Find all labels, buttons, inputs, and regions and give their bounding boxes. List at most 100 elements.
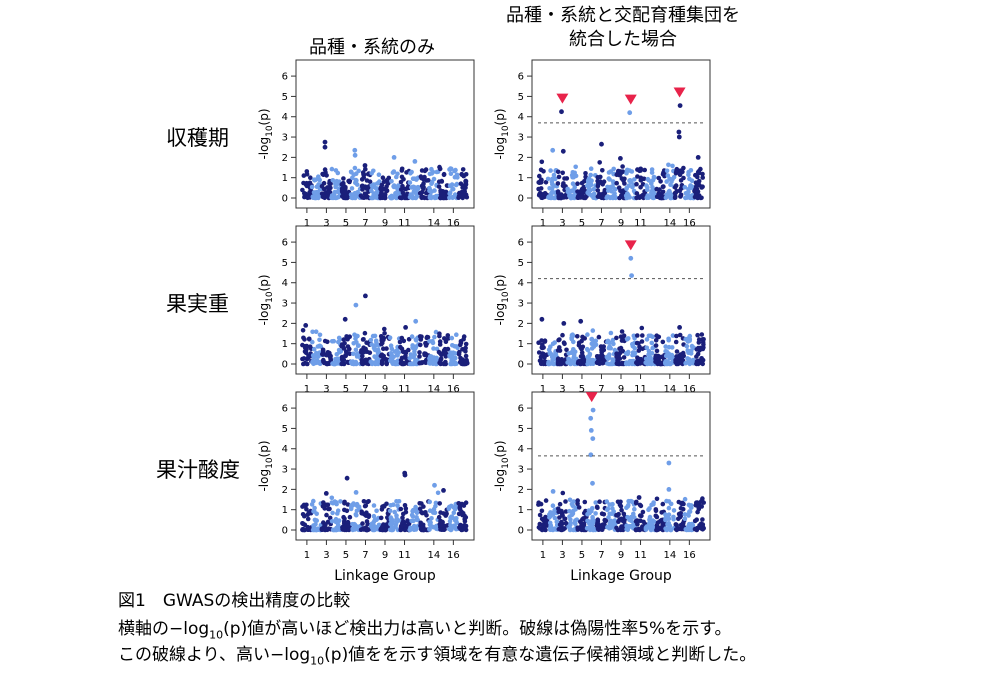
data-point: [452, 192, 458, 197]
data-point: [653, 343, 659, 348]
data-point: [301, 502, 307, 508]
x-tick-label: 9: [618, 384, 624, 395]
data-point: [352, 195, 358, 201]
data-point: [654, 333, 659, 339]
data-point: [557, 361, 563, 367]
data-point: [421, 195, 426, 200]
x-tick-label: 14: [663, 384, 676, 395]
data-point: [673, 339, 679, 345]
data-point: [435, 490, 441, 496]
data-point: [648, 527, 654, 533]
data-point: [400, 349, 406, 355]
data-point: [304, 183, 310, 189]
peak-point: [539, 316, 545, 322]
data-point: [562, 341, 567, 347]
data-point: [318, 344, 324, 349]
data-point: [359, 183, 365, 189]
data-point: [593, 511, 598, 516]
plot-frame: [295, 391, 475, 541]
y-axis-label: -log10(p): [493, 440, 511, 491]
data-point: [645, 185, 650, 190]
data-point: [302, 191, 308, 196]
data-point: [610, 337, 616, 343]
data-point: [366, 514, 372, 520]
data-point: [457, 525, 462, 530]
data-point: [325, 185, 330, 190]
data-point: [670, 163, 675, 169]
data-point: [608, 169, 614, 174]
peak-point: [550, 489, 556, 494]
peak-point: [303, 323, 309, 328]
data-point: [442, 350, 448, 356]
data-point: [403, 509, 409, 515]
data-point: [634, 360, 639, 366]
data-point: [302, 337, 307, 342]
data-point: [637, 513, 643, 518]
data-point: [618, 503, 624, 509]
data-point: [414, 190, 420, 196]
data-point: [695, 332, 700, 338]
x-tick-label: 9: [618, 218, 624, 229]
data-point: [678, 178, 684, 183]
data-point: [392, 349, 398, 354]
x-tick-label: 14: [427, 218, 440, 229]
y-tick-label: 0: [282, 360, 288, 371]
data-point: [395, 503, 400, 509]
data-point: [606, 188, 611, 193]
data-point: [453, 351, 458, 356]
data-point: [537, 358, 543, 364]
data-point: [563, 520, 569, 526]
data-point: [546, 347, 552, 353]
data-point: [678, 194, 683, 199]
data-point: [457, 505, 463, 511]
data-point: [436, 514, 442, 520]
data-point: [361, 337, 366, 342]
y-axis-label: -log10(p): [257, 108, 275, 159]
data-point: [367, 179, 373, 184]
data-point: [664, 179, 669, 184]
y-tick-label: 4: [518, 444, 524, 455]
peak-point: [323, 491, 329, 496]
data-point: [442, 527, 447, 532]
data-point: [565, 186, 570, 192]
y-tick-label: 3: [518, 133, 524, 144]
y-tick-label: 6: [518, 72, 524, 83]
data-point: [376, 349, 382, 355]
data-point: [678, 506, 684, 511]
data-point: [578, 345, 583, 351]
data-point: [539, 508, 545, 514]
data-point: [573, 518, 578, 523]
y-tick-label: 5: [282, 92, 288, 103]
data-point: [676, 516, 681, 522]
y-tick-label: 5: [282, 424, 288, 435]
data-point: [687, 361, 692, 366]
data-point: [463, 345, 468, 351]
data-point: [438, 195, 444, 201]
data-point: [624, 168, 630, 174]
data-point: [413, 361, 419, 367]
data-point: [325, 339, 330, 345]
data-point: [310, 527, 316, 533]
data-point: [618, 188, 623, 194]
data-point: [673, 183, 679, 188]
y-tick-label: 5: [282, 258, 288, 269]
data-point: [641, 195, 646, 201]
data-point: [400, 190, 406, 195]
data-point: [665, 173, 671, 178]
data-point: [682, 512, 688, 517]
data-point: [606, 515, 611, 520]
data-point: [329, 519, 335, 524]
data-point: [449, 182, 455, 187]
data-point: [441, 172, 447, 178]
data-point: [320, 503, 326, 509]
data-point: [408, 525, 413, 531]
data-point: [429, 516, 434, 521]
data-point: [351, 526, 357, 532]
data-point: [626, 498, 631, 504]
data-point: [625, 349, 631, 355]
data-point: [363, 357, 369, 363]
data-point: [567, 526, 573, 532]
data-point: [606, 176, 612, 181]
data-point: [676, 511, 682, 517]
data-point: [370, 184, 375, 190]
